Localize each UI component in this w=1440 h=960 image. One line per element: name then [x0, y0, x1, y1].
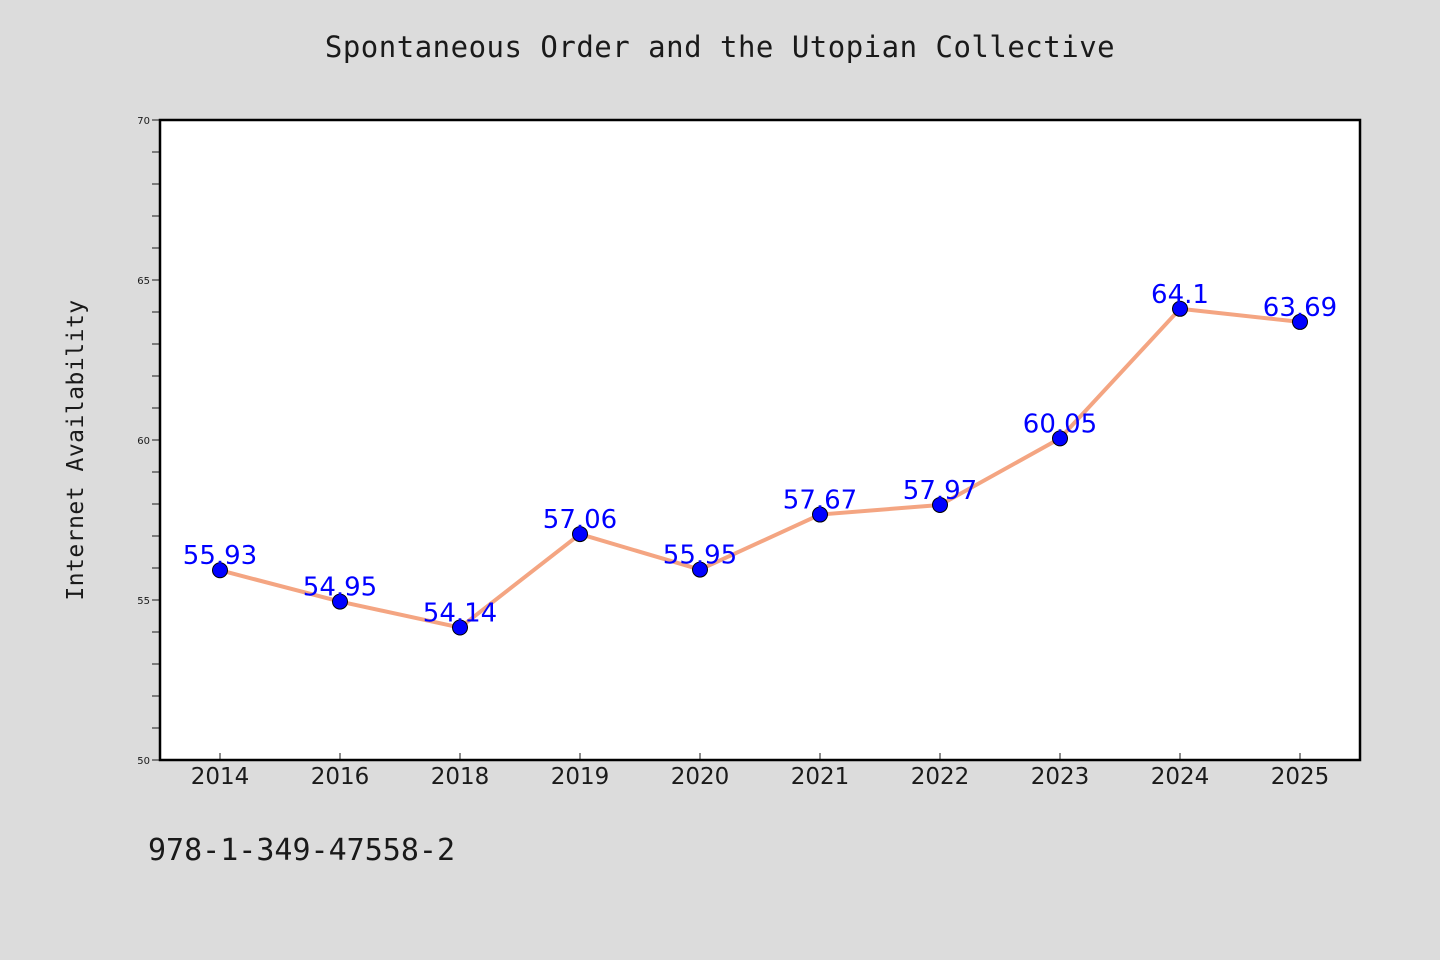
- data-label: 57.67: [783, 486, 857, 516]
- data-label: 57.06: [543, 505, 617, 535]
- y-tick-label: 60: [137, 436, 150, 447]
- y-tick-label: 65: [137, 276, 150, 287]
- plot-frame: [158, 118, 1362, 762]
- data-label: 63.69: [1263, 293, 1337, 323]
- data-label: 57.97: [903, 476, 977, 506]
- x-tick-label: 2021: [791, 764, 850, 790]
- data-point: [212, 562, 228, 579]
- data-point: [572, 526, 588, 543]
- x-tick-label: 2016: [311, 764, 370, 790]
- x-tick-label: 2022: [911, 764, 970, 790]
- data-point: [1052, 430, 1068, 447]
- data-label: 54.14: [423, 599, 497, 629]
- data-label: 64.1: [1151, 280, 1209, 310]
- isbn-footer: 978-1-349-47558-2: [148, 833, 456, 868]
- y-tick-label: 70: [137, 116, 150, 127]
- x-tick-label: 2023: [1031, 764, 1090, 790]
- data-label: 54.95: [303, 573, 377, 603]
- y-tick-label: 50: [137, 756, 150, 767]
- data-point: [812, 506, 828, 523]
- data-label: 60.05: [1023, 409, 1097, 439]
- data-point: [932, 496, 948, 513]
- chart-title: Spontaneous Order and the Utopian Collec…: [324, 30, 1116, 64]
- x-tick-label: 2020: [671, 764, 730, 790]
- data-point: [332, 593, 348, 610]
- data-point: [692, 561, 708, 578]
- data-label: 55.95: [663, 541, 737, 571]
- x-tick-label: 2024: [1151, 764, 1210, 790]
- data-point: [1172, 300, 1188, 317]
- x-tick-label: 2025: [1271, 764, 1330, 790]
- x-tick-label: 2014: [191, 764, 250, 790]
- x-tick-label: 2019: [551, 764, 610, 790]
- x-tick-label: 2018: [431, 764, 490, 790]
- data-point: [1292, 313, 1308, 330]
- data-label: 55.93: [183, 541, 257, 571]
- y-tick-label: 55: [137, 596, 150, 607]
- data-point: [452, 619, 468, 636]
- plot-area: [160, 120, 1360, 760]
- series-line: [218, 306, 1302, 630]
